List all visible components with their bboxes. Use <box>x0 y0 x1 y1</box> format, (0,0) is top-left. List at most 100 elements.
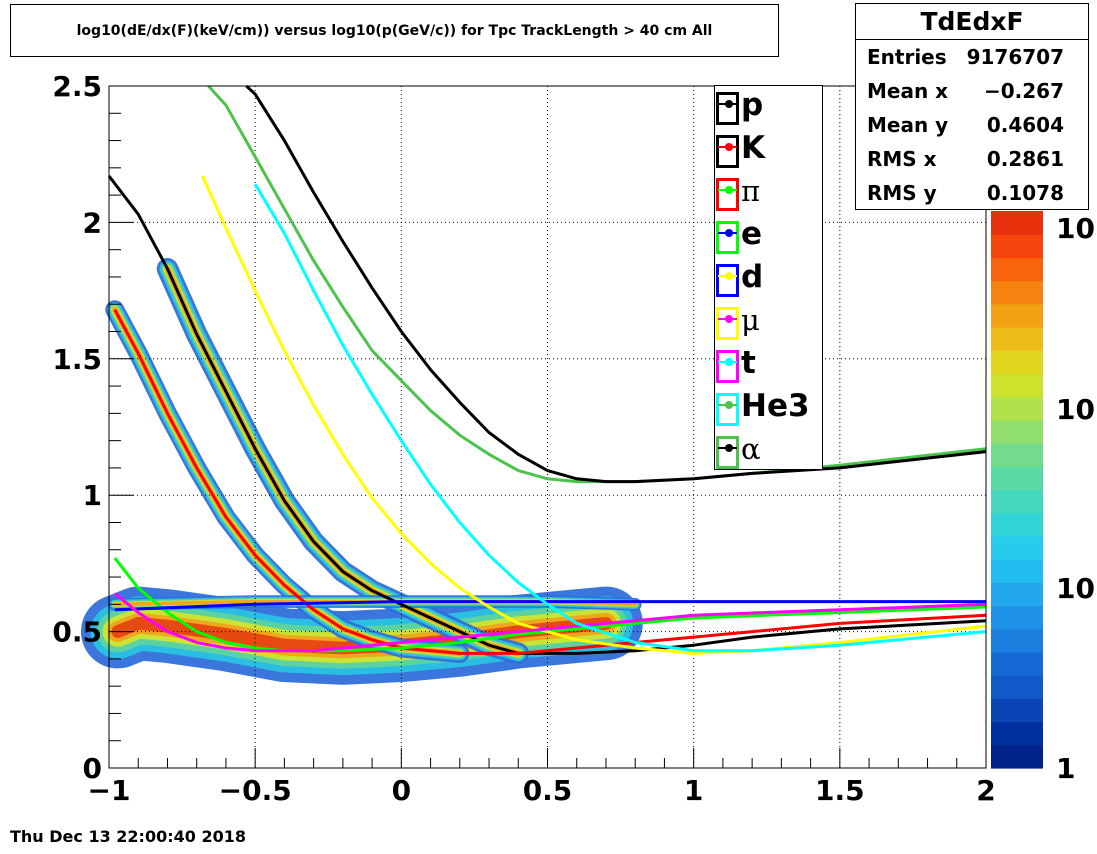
color-scale-bin <box>991 698 1043 723</box>
curve-e <box>114 600 986 612</box>
y-tick-label: 0 <box>83 752 102 785</box>
legend-item: π <box>715 172 822 214</box>
color-scale: 1 10 10 10 <box>991 211 1095 785</box>
stats-row: Entries 9176707 <box>856 40 1088 74</box>
color-scale-bin <box>991 652 1043 676</box>
y-tick-label: 0.5 <box>52 616 102 649</box>
legend-item: d <box>715 258 822 300</box>
color-scale-bin <box>991 628 1043 653</box>
color-scale-label: 10 <box>1056 572 1095 605</box>
legend-label: K <box>741 130 766 166</box>
x-tick-label: 0.5 <box>523 774 573 807</box>
legend-swatch <box>716 393 739 426</box>
legend-label: d <box>741 259 764 295</box>
stats-label: RMS y <box>867 181 937 205</box>
color-scale-bin <box>991 744 1043 769</box>
curve-mu <box>113 592 987 653</box>
stats-row: RMS x 0.2861 <box>856 142 1088 176</box>
stats-value: −0.267 <box>983 79 1064 103</box>
legend-label: π <box>741 174 761 208</box>
legend-item: t <box>715 344 822 386</box>
color-scale-bin <box>991 303 1043 328</box>
legend-swatch <box>716 92 739 125</box>
color-scale-bin <box>991 327 1043 351</box>
legend-item: K <box>715 129 822 171</box>
legend-marker <box>725 315 733 323</box>
legend-label: p <box>741 87 764 123</box>
legend-marker <box>725 229 733 237</box>
color-scale-bin <box>991 443 1043 467</box>
legend-marker <box>725 444 733 452</box>
axis-ticks <box>108 85 987 769</box>
color-scale-bin <box>991 721 1043 746</box>
legend-swatch <box>716 221 739 254</box>
stats-value: 0.2861 <box>986 147 1064 171</box>
legend-label: α <box>741 432 761 466</box>
legend-swatch <box>716 436 739 469</box>
stats-row: RMS y 0.1078 <box>856 176 1088 210</box>
y-tick-labels: 0 0.5 1 1.5 2 2.5 <box>52 70 102 785</box>
legend-swatch <box>716 264 739 297</box>
legend-swatch <box>716 135 739 168</box>
y-tick-label: 2.5 <box>52 70 102 103</box>
stats-row: Mean x −0.267 <box>856 74 1088 108</box>
curve-d <box>201 175 987 655</box>
legend-item: He3 <box>715 387 822 429</box>
legend-label: e <box>741 216 763 252</box>
legend-marker <box>725 401 733 409</box>
curve-pi <box>113 556 987 653</box>
legend-marker <box>725 143 733 151</box>
series-curves <box>107 84 987 655</box>
color-scale-bin <box>991 373 1043 398</box>
legend-label: μ <box>741 303 760 337</box>
x-tick-label: 2 <box>976 774 995 807</box>
chart-title: log10(dE/dx(F)(keV/cm)) versus log10(p(G… <box>10 4 779 57</box>
legend-item: p <box>715 86 822 128</box>
stats-row: Mean y 0.4604 <box>856 108 1088 142</box>
curve-t <box>253 183 987 653</box>
legend-marker <box>725 358 733 366</box>
color-scale-bin <box>991 535 1043 560</box>
color-scale-bin <box>991 211 1043 235</box>
legend-swatch <box>716 178 739 211</box>
x-tick-label: 1.5 <box>815 774 865 807</box>
legend-item: e <box>715 215 822 257</box>
timestamp: Thu Dec 13 22:00:40 2018 <box>10 827 246 846</box>
color-scale-bin <box>991 257 1043 282</box>
x-tick-label: −0.5 <box>219 774 292 807</box>
legend-label: He3 <box>741 388 810 424</box>
color-scale-bin <box>991 582 1043 607</box>
legend-marker <box>725 272 733 280</box>
color-scale-label: 1 <box>1056 752 1075 785</box>
stats-value: 0.4604 <box>986 113 1064 137</box>
color-scale-bin <box>991 234 1043 258</box>
x-tick-labels: −1 −0.5 0 0.5 1 1.5 2 <box>88 774 996 807</box>
color-scale-bin <box>991 350 1043 375</box>
stats-value: 9176707 <box>966 45 1064 69</box>
stats-label: Mean x <box>867 79 949 103</box>
stats-label: Mean y <box>867 113 949 137</box>
legend-swatch <box>716 350 739 383</box>
stats-name: TdEdxF <box>856 4 1088 40</box>
legend-marker <box>725 186 733 194</box>
stats-value: 0.1078 <box>986 181 1064 205</box>
x-tick-label: −1 <box>88 774 131 807</box>
curve-K <box>113 308 987 655</box>
legend-item: α <box>715 430 822 472</box>
stats-label: Entries <box>867 45 947 69</box>
curve-alpha <box>245 84 987 484</box>
color-scale-bin <box>991 512 1043 537</box>
color-scale-bin <box>991 675 1043 699</box>
legend-item: μ <box>715 301 822 343</box>
y-tick-label: 1.5 <box>52 343 102 376</box>
color-scale-bin <box>991 466 1043 491</box>
stats-label: RMS x <box>867 147 937 171</box>
y-tick-label: 2 <box>83 206 102 239</box>
color-scale-bin <box>991 605 1043 630</box>
x-tick-label: 1 <box>684 774 703 807</box>
legend-marker <box>725 100 733 108</box>
y-tick-label: 1 <box>83 479 102 512</box>
color-scale-bin <box>991 419 1043 444</box>
